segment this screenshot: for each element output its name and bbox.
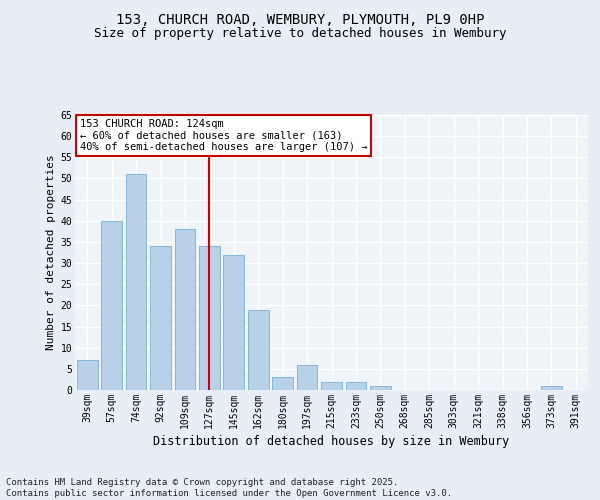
Bar	[125, 174, 146, 390]
Bar	[272, 378, 293, 390]
Bar	[321, 382, 342, 390]
Bar	[101, 221, 122, 390]
Bar	[199, 246, 220, 390]
Bar	[296, 364, 317, 390]
Bar	[223, 254, 244, 390]
Bar	[370, 386, 391, 390]
Bar	[541, 386, 562, 390]
Bar	[175, 229, 196, 390]
Text: Size of property relative to detached houses in Wembury: Size of property relative to detached ho…	[94, 28, 506, 40]
X-axis label: Distribution of detached houses by size in Wembury: Distribution of detached houses by size …	[154, 435, 509, 448]
Bar	[77, 360, 98, 390]
Bar	[248, 310, 269, 390]
Bar	[346, 382, 367, 390]
Y-axis label: Number of detached properties: Number of detached properties	[46, 154, 56, 350]
Text: 153 CHURCH ROAD: 124sqm
← 60% of detached houses are smaller (163)
40% of semi-d: 153 CHURCH ROAD: 124sqm ← 60% of detache…	[80, 119, 368, 152]
Text: Contains HM Land Registry data © Crown copyright and database right 2025.
Contai: Contains HM Land Registry data © Crown c…	[6, 478, 452, 498]
Text: 153, CHURCH ROAD, WEMBURY, PLYMOUTH, PL9 0HP: 153, CHURCH ROAD, WEMBURY, PLYMOUTH, PL9…	[116, 12, 484, 26]
Bar	[150, 246, 171, 390]
